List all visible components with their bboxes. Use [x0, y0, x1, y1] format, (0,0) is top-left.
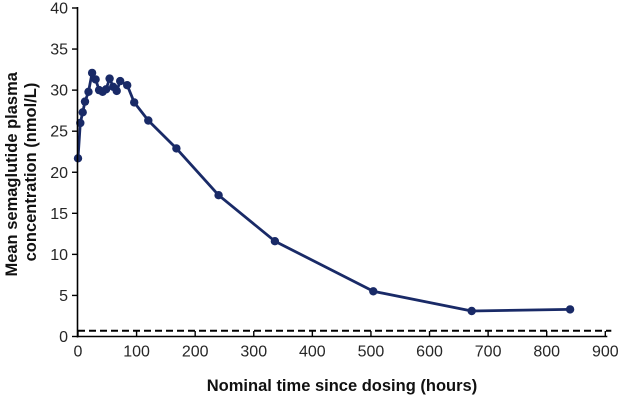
x-tick-label: 600: [416, 344, 443, 361]
x-tick-label: 400: [299, 344, 326, 361]
data-point: [270, 237, 280, 246]
data-point: [112, 86, 121, 96]
x-tick-label: 100: [123, 344, 150, 361]
data-point: [80, 97, 90, 106]
x-axis-title: Nominal time since dosing (hours): [207, 377, 477, 395]
data-point: [172, 144, 181, 153]
y-axis-title: Mean semaglutide plasma concentration (n…: [3, 67, 40, 276]
data-point: [369, 287, 378, 296]
x-tick-label: 800: [533, 344, 560, 361]
x-tick-label: 500: [358, 344, 385, 361]
data-point: [87, 68, 97, 78]
x-tick-label: 700: [475, 344, 502, 361]
data-point: [130, 98, 139, 107]
x-tick-label: 0: [74, 344, 83, 361]
x-tick-label: 200: [182, 344, 209, 361]
data-point: [84, 87, 93, 97]
data-point: [91, 75, 100, 84]
y-tick-label: 0: [59, 329, 68, 346]
y-tick-label: 40: [50, 1, 68, 18]
y-tick-label: 30: [50, 83, 68, 100]
data-point: [565, 305, 575, 314]
y-tick-label: 15: [50, 206, 68, 223]
data-point: [123, 81, 132, 90]
x-tick-label: 300: [240, 344, 267, 361]
data-point: [214, 191, 223, 200]
data-point: [101, 85, 111, 94]
y-tick-label: 10: [50, 247, 68, 264]
x-tick-label: 900: [592, 344, 619, 361]
data-point: [144, 116, 153, 125]
y-tick-label: 35: [50, 42, 68, 59]
series-line: [76, 71, 572, 313]
data-point: [116, 76, 125, 86]
y-tick-label: 5: [59, 288, 68, 305]
y-tick-label: 25: [50, 124, 68, 141]
data-point: [105, 74, 114, 83]
data-point: [467, 306, 476, 316]
y-tick-label: 20: [50, 165, 68, 182]
data-point: [78, 108, 87, 117]
